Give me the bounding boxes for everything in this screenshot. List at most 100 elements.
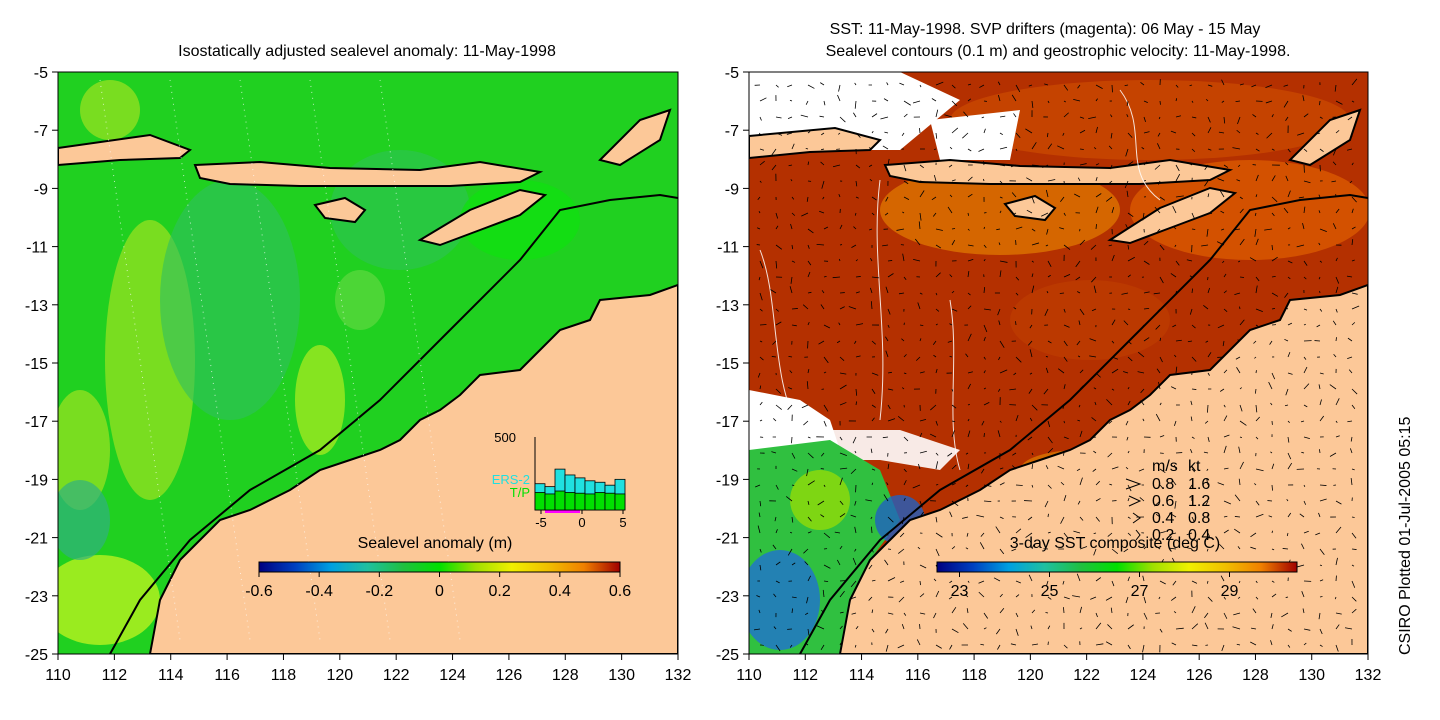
colorbar-tick-label: -0.4 <box>305 583 333 600</box>
velocity-arrow <box>1159 435 1165 438</box>
velocity-arrow <box>832 164 841 168</box>
velocity-arrow <box>1223 596 1226 600</box>
velocity-arrow <box>775 388 782 394</box>
velocity-arrow <box>758 132 761 136</box>
velocity-arrow <box>1157 143 1161 150</box>
velocity-arrow <box>1140 388 1145 394</box>
velocity-arrow <box>1191 516 1195 522</box>
velocity-arrow <box>1175 98 1178 102</box>
inset-x-tick-label: 5 <box>619 515 626 530</box>
velocity-arrow <box>883 494 889 502</box>
sla-patch <box>335 270 385 330</box>
velocity-arrow <box>1095 193 1102 198</box>
velocity-arrow <box>1217 482 1225 486</box>
velocity-arrow <box>1143 291 1150 294</box>
velocity-arrow <box>1287 322 1293 326</box>
velocity-arrow <box>790 276 793 284</box>
velocity-arrow <box>902 211 905 214</box>
velocity-arrow <box>1191 288 1194 294</box>
velocity-arrow <box>944 114 953 118</box>
velocity-arrow <box>935 516 938 523</box>
velocity-arrow <box>807 531 812 534</box>
colorbar-tick-label: -0.2 <box>366 583 394 600</box>
velocity-arrow <box>1351 305 1360 310</box>
velocity-arrow <box>1091 417 1097 422</box>
velocity-arrow <box>983 324 988 333</box>
velocity-arrow <box>903 436 909 442</box>
velocity-arrow <box>850 514 857 518</box>
velocity-arrow <box>951 464 957 470</box>
velocity-key-kt: 0.8 <box>1188 510 1210 527</box>
velocity-arrow <box>1159 244 1165 251</box>
velocity-arrow <box>1143 546 1147 550</box>
velocity-arrow <box>903 196 910 201</box>
velocity-arrow <box>1301 451 1305 454</box>
velocity-arrow <box>997 94 1001 102</box>
y-tick-label: -5 <box>34 65 48 82</box>
velocity-arrow <box>1031 285 1035 294</box>
velocity-arrow <box>1191 356 1197 362</box>
velocity-arrow <box>1186 162 1193 166</box>
x-tick-label: 110 <box>45 667 71 684</box>
velocity-arrow <box>1143 260 1150 265</box>
y-tick-label: -7 <box>725 123 739 140</box>
velocity-arrow <box>839 372 847 375</box>
velocity-arrow <box>1335 308 1338 313</box>
velocity-arrow <box>1028 388 1033 394</box>
velocity-arrow <box>1031 452 1034 456</box>
sla-colorbar-title: Sealevel anomaly (m) <box>358 535 513 552</box>
velocity-arrow <box>822 589 825 598</box>
sst-colorbar <box>936 561 1298 573</box>
velocity-arrow <box>967 580 970 583</box>
velocity-arrow <box>1159 337 1162 342</box>
velocity-arrow <box>1047 100 1050 104</box>
velocity-arrow <box>1157 228 1161 232</box>
velocity-arrow <box>1091 276 1097 283</box>
velocity-arrow <box>1029 349 1033 358</box>
velocity-arrow <box>1287 644 1291 648</box>
velocity-arrow <box>1139 497 1145 502</box>
velocity-arrow <box>951 430 955 438</box>
x-tick-label: 128 <box>552 667 579 684</box>
sla-patch <box>58 480 110 560</box>
velocity-arrow <box>1063 308 1066 313</box>
velocity-arrow <box>1011 192 1017 198</box>
sst-panel: SST: 11-May-1998. SVP drifters (magenta)… <box>716 21 1382 684</box>
velocity-key: m/s kt 0.8 1.60.6 1.20.4 0.80.2 0.4 <box>1125 458 1210 544</box>
velocity-arrow <box>1207 532 1210 537</box>
velocity-arrow <box>1047 143 1053 150</box>
velocity-arrow <box>1156 368 1161 374</box>
velocity-arrow <box>807 291 812 294</box>
velocity-arrow <box>1271 463 1275 470</box>
velocity-arrow <box>1105 641 1113 646</box>
velocity-arrow <box>1015 594 1020 598</box>
velocity-arrow <box>1332 148 1337 156</box>
velocity-arrow <box>962 516 969 519</box>
velocity-arrow <box>1159 484 1164 489</box>
velocity-arrow <box>1062 404 1065 409</box>
velocity-arrow <box>791 516 794 523</box>
velocity-arrow <box>1159 580 1166 585</box>
velocity-arrow <box>1076 573 1081 582</box>
y-tick-label: -25 <box>716 647 739 664</box>
velocity-arrow <box>999 607 1005 614</box>
velocity-arrow <box>1079 606 1083 614</box>
velocity-arrow <box>887 273 894 278</box>
velocity-arrow <box>1287 628 1292 632</box>
velocity-arrow <box>962 623 969 630</box>
sla-title: Isostatically adjusted sealevel anomaly:… <box>178 43 556 60</box>
velocity-arrow <box>1111 254 1115 262</box>
velocity-arrow <box>871 372 879 376</box>
velocity-arrow <box>1255 324 1259 327</box>
velocity-arrow <box>1271 593 1277 598</box>
velocity-arrow <box>919 128 921 134</box>
velocity-arrow <box>1047 436 1053 444</box>
velocity-arrow <box>1232 147 1241 150</box>
velocity-arrow <box>1234 494 1241 502</box>
velocity-arrow <box>1255 132 1259 135</box>
velocity-arrow <box>967 148 972 152</box>
velocity-arrow <box>1297 564 1305 568</box>
velocity-arrow <box>807 260 812 266</box>
velocity-arrow <box>1191 468 1195 473</box>
velocity-arrow <box>1281 612 1289 618</box>
